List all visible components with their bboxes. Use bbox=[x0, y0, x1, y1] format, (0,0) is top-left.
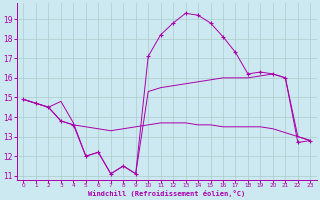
X-axis label: Windchill (Refroidissement éolien,°C): Windchill (Refroidissement éolien,°C) bbox=[88, 190, 245, 197]
